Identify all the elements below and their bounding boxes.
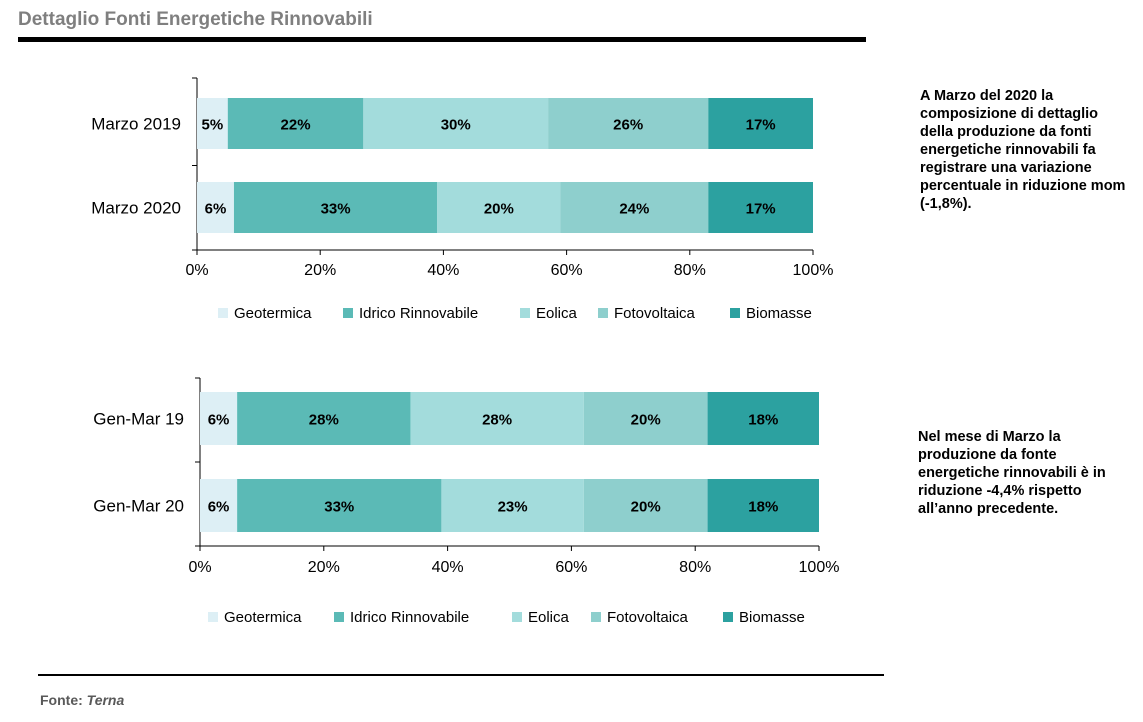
bar-segment [237, 479, 442, 532]
legend-swatch [512, 612, 522, 622]
bar-segment [410, 392, 584, 445]
bar-segment [237, 392, 411, 445]
data-label: 28% [482, 412, 512, 429]
x-tick-label: 80% [674, 262, 706, 279]
source-label: Fonte: [40, 692, 83, 708]
data-label: 17% [746, 201, 776, 218]
legend-label: Geotermica [224, 609, 302, 626]
bar-segment [548, 98, 709, 149]
data-label: 17% [746, 117, 776, 134]
data-label: 33% [321, 201, 351, 218]
x-tick-label: 40% [432, 559, 464, 576]
legend-swatch [520, 308, 530, 318]
bar-segment [583, 479, 708, 532]
footer-divider [38, 674, 884, 676]
x-tick-label: 0% [185, 262, 208, 279]
legend-swatch [208, 612, 218, 622]
x-tick-label: 60% [551, 262, 583, 279]
bar-segment [441, 479, 584, 532]
chart-gen-mar: 0% 20% 40% 60% 80% 100% Gen-Mar 19 6% 28% 28% 20% 1… [93, 377, 840, 626]
data-label: 20% [484, 201, 514, 218]
source-note: Fonte: Terna [40, 692, 124, 708]
bar-segment [560, 182, 709, 233]
bar-segment [197, 98, 228, 149]
x-tick-label: 80% [679, 559, 711, 576]
category-label: Gen-Mar 20 [93, 497, 184, 516]
bar-segment [437, 182, 561, 233]
data-label: 26% [613, 117, 643, 134]
legend-label: Eolica [528, 609, 570, 626]
x-tick-label: 20% [304, 262, 336, 279]
chart-marzo: 0% 20% 40% 60% 80% 100% Marzo 2019 5% 22% 30% 26% 1… [91, 77, 834, 322]
data-label: 22% [281, 117, 311, 134]
data-label: 6% [208, 499, 230, 516]
data-label: 6% [205, 201, 227, 218]
legend-swatch [723, 612, 733, 622]
bar-segment [197, 182, 234, 233]
data-label: 23% [498, 499, 528, 516]
legend-label: Eolica [536, 305, 578, 322]
page-title: Dettaglio Fonti Energetiche Rinnovabili [18, 9, 373, 30]
legend-label: Geotermica [234, 305, 312, 322]
data-label: 20% [631, 499, 661, 516]
legend-label: Biomasse [739, 609, 805, 626]
legend-label: Idrico Rinnovabile [350, 609, 469, 626]
data-label: 6% [208, 412, 230, 429]
bar-segment [227, 98, 364, 149]
bar-segment [200, 479, 238, 532]
bar-segment [707, 479, 819, 532]
data-label: 28% [309, 412, 339, 429]
category-label: Marzo 2020 [91, 199, 181, 218]
x-tick-label: 0% [188, 559, 211, 576]
legend-label: Idrico Rinnovabile [359, 305, 478, 322]
data-label: 20% [631, 412, 661, 429]
x-tick-label: 100% [793, 262, 834, 279]
bar-segment [363, 98, 549, 149]
commentary-gen-mar: Nel mese di Marzo la produzione da fonte… [918, 429, 1106, 517]
legend-label: Biomasse [746, 305, 812, 322]
commentary-marzo: A Marzo del 2020 la composizione di dett… [920, 88, 1126, 212]
legend-swatch [730, 308, 740, 318]
x-tick-label: 40% [427, 262, 459, 279]
data-label: 33% [324, 499, 354, 516]
x-tick-label: 60% [555, 559, 587, 576]
bar-segment [233, 182, 438, 233]
legend-swatch [218, 308, 228, 318]
bar-segment [708, 182, 813, 233]
legend-swatch [343, 308, 353, 318]
category-label: Gen-Mar 19 [93, 410, 184, 429]
source-value: Terna [86, 692, 125, 708]
data-label: 24% [619, 201, 649, 218]
legend-swatch [334, 612, 344, 622]
x-tick-label: 100% [799, 559, 840, 576]
data-label: 18% [748, 499, 778, 516]
data-label: 5% [202, 117, 224, 134]
bar-segment [583, 392, 708, 445]
category-label: Marzo 2019 [91, 115, 181, 134]
legend-swatch [591, 612, 601, 622]
bar-segment [707, 392, 819, 445]
legend-label: Fotovoltaica [607, 609, 689, 626]
data-label: 18% [748, 412, 778, 429]
legend-label: Fotovoltaica [614, 305, 696, 322]
data-label: 30% [441, 117, 471, 134]
bar-segment [200, 392, 238, 445]
legend-swatch [598, 308, 608, 318]
title-divider [18, 37, 866, 42]
x-tick-label: 20% [308, 559, 340, 576]
bar-segment [708, 98, 813, 149]
